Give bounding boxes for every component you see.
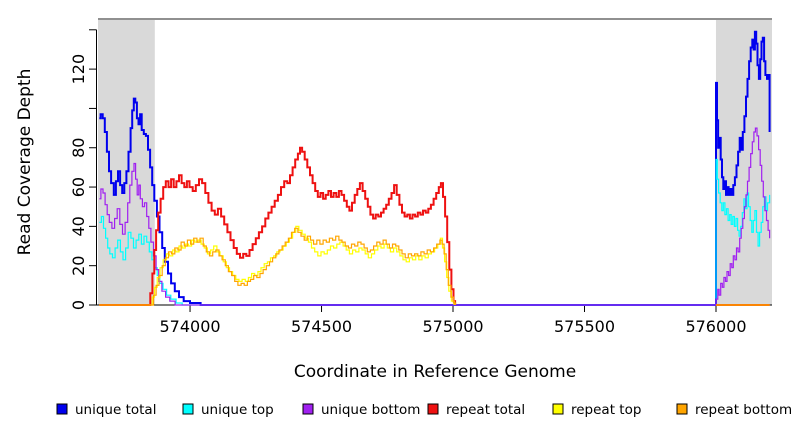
legend-item-unique-total: unique total xyxy=(56,402,156,418)
legend-item-repeat-total: repeat total xyxy=(427,402,525,418)
legend-label-repeat-total: repeat total xyxy=(446,402,525,418)
legend-item-unique-bottom: unique bottom xyxy=(302,402,420,418)
series-line-repeat-bottom xyxy=(99,227,457,306)
legend: unique total unique top unique bottom repea… xyxy=(56,402,792,418)
legend-swatch-repeat-bottom xyxy=(676,403,688,415)
legend-swatch-unique-bottom xyxy=(302,403,314,415)
plot-layer: 0 20 40 60 80 120 574000 574500 575000 575500 5760… xyxy=(69,18,772,336)
y-tick-label: 40 xyxy=(69,216,88,236)
legend-label-unique-total: unique total xyxy=(75,402,156,418)
legend-item-unique-top: unique top xyxy=(182,402,274,418)
shaded-region xyxy=(715,18,772,305)
y-axis-title: Read Coverage Depth xyxy=(15,69,35,256)
shaded-region xyxy=(98,18,155,305)
series-line-unique-total xyxy=(99,30,771,306)
y-tick-label: 0 xyxy=(69,300,88,310)
x-tick-label: 574500 xyxy=(291,317,352,336)
x-tick-label: 574000 xyxy=(160,317,221,336)
legend-label-repeat-top: repeat top xyxy=(571,402,641,418)
legend-swatch-unique-total xyxy=(56,403,68,415)
x-tick-label: 576000 xyxy=(685,317,746,336)
x-tick-label: 575500 xyxy=(554,317,615,336)
x-tick-label: 575000 xyxy=(422,317,483,336)
x-axis-title: Coordinate in Reference Genome xyxy=(294,362,576,382)
legend-item-repeat-bottom: repeat bottom xyxy=(676,402,792,418)
legend-swatch-unique-top xyxy=(182,403,194,415)
legend-swatch-repeat-total xyxy=(427,403,439,415)
legend-label-unique-bottom: unique bottom xyxy=(321,402,420,418)
y-tick-label: 20 xyxy=(69,256,88,276)
legend-swatch-repeat-top xyxy=(552,403,564,415)
y-tick-label: 120 xyxy=(69,54,88,85)
y-tick-label: 80 xyxy=(69,138,88,158)
series-line-unique-bottom xyxy=(99,127,771,306)
legend-item-repeat-top: repeat top xyxy=(552,402,641,418)
series-line-repeat-top xyxy=(99,225,455,306)
legend-label-unique-top: unique top xyxy=(201,402,274,418)
series-line-repeat-total xyxy=(99,146,457,306)
series-line-unique-top xyxy=(99,158,771,306)
y-tick-label: 60 xyxy=(69,177,88,197)
legend-label-repeat-bottom: repeat bottom xyxy=(695,402,792,418)
